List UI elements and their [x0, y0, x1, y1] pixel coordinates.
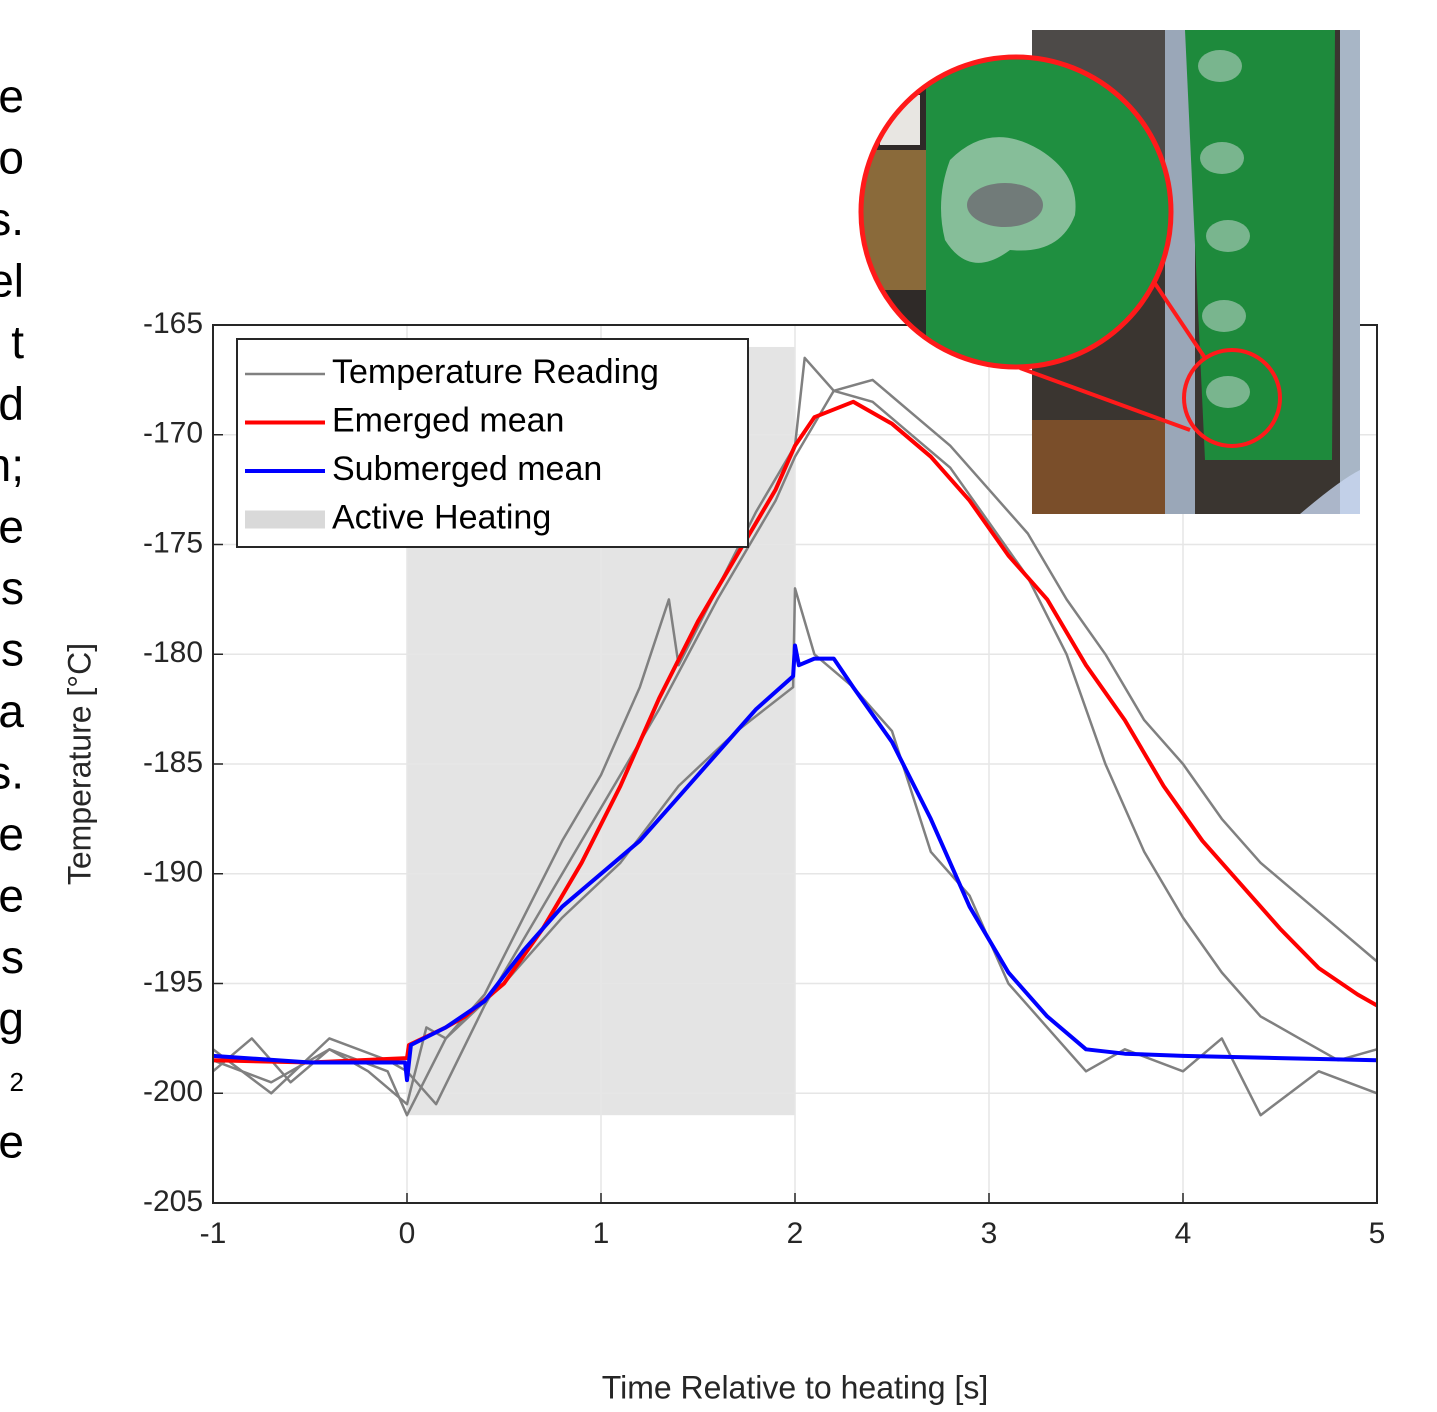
text-fragment: a — [0, 685, 24, 737]
y-tick-label: -195 — [143, 965, 203, 998]
y-tick-label: -185 — [143, 746, 203, 779]
y-tick-label: -170 — [143, 417, 203, 450]
legend-label: Emerged mean — [332, 401, 564, 439]
text-fragment: e — [0, 808, 24, 860]
x-axis-label: Time Relative to heating [s] — [602, 1369, 989, 1405]
legend-label: Active Heating — [332, 498, 551, 536]
text-fragment: s. — [0, 747, 24, 799]
text-fragment: s. — [0, 193, 24, 245]
y-tick-label: -175 — [143, 526, 203, 559]
x-tick-label: 4 — [1175, 1217, 1192, 1250]
mean-line — [212, 643, 1378, 1083]
x-tick-label: 2 — [787, 1217, 804, 1250]
text-fragment: e — [0, 70, 24, 122]
x-tick-label: -1 — [200, 1217, 227, 1250]
x-tick-label: 1 — [593, 1217, 610, 1250]
legend: Temperature Reading Emerged mean Submerged… — [236, 338, 749, 548]
text-fragment: n; — [0, 439, 24, 491]
text-fragment: o — [0, 132, 24, 184]
y-tick-label: -200 — [143, 1075, 203, 1108]
y-tick-label: -190 — [143, 856, 203, 889]
text-fragment: s — [1, 562, 24, 614]
legend-label: Temperature Reading — [332, 353, 659, 391]
x-tick-label: 0 — [399, 1217, 416, 1250]
x-tick-label: 5 — [1369, 1217, 1386, 1250]
text-fragment: el — [0, 255, 24, 307]
y-axis-label: Temperature [°C] — [61, 643, 97, 885]
text-fragment: e — [0, 870, 24, 922]
reading-line — [212, 587, 1378, 1117]
inset-photo — [858, 30, 1360, 514]
y-tick-label: -180 — [143, 636, 203, 669]
text-fragment: e — [0, 501, 24, 553]
text-fragment: 2 — [10, 1067, 24, 1097]
legend-label: Submerged mean — [332, 450, 602, 488]
y-tick-label: -205 — [143, 1185, 203, 1218]
text-fragment: g — [0, 993, 24, 1045]
text-fragment: e — [0, 1116, 24, 1168]
reading-line — [212, 356, 1378, 1106]
text-fragment: s — [1, 624, 24, 676]
y-tick-label: -165 — [143, 307, 203, 340]
text-fragment: t — [11, 316, 24, 368]
axes-box — [212, 324, 1378, 1204]
text-fragment: d — [0, 378, 24, 430]
x-tick-label: 3 — [981, 1217, 998, 1250]
text-fragment: s — [1, 931, 24, 983]
